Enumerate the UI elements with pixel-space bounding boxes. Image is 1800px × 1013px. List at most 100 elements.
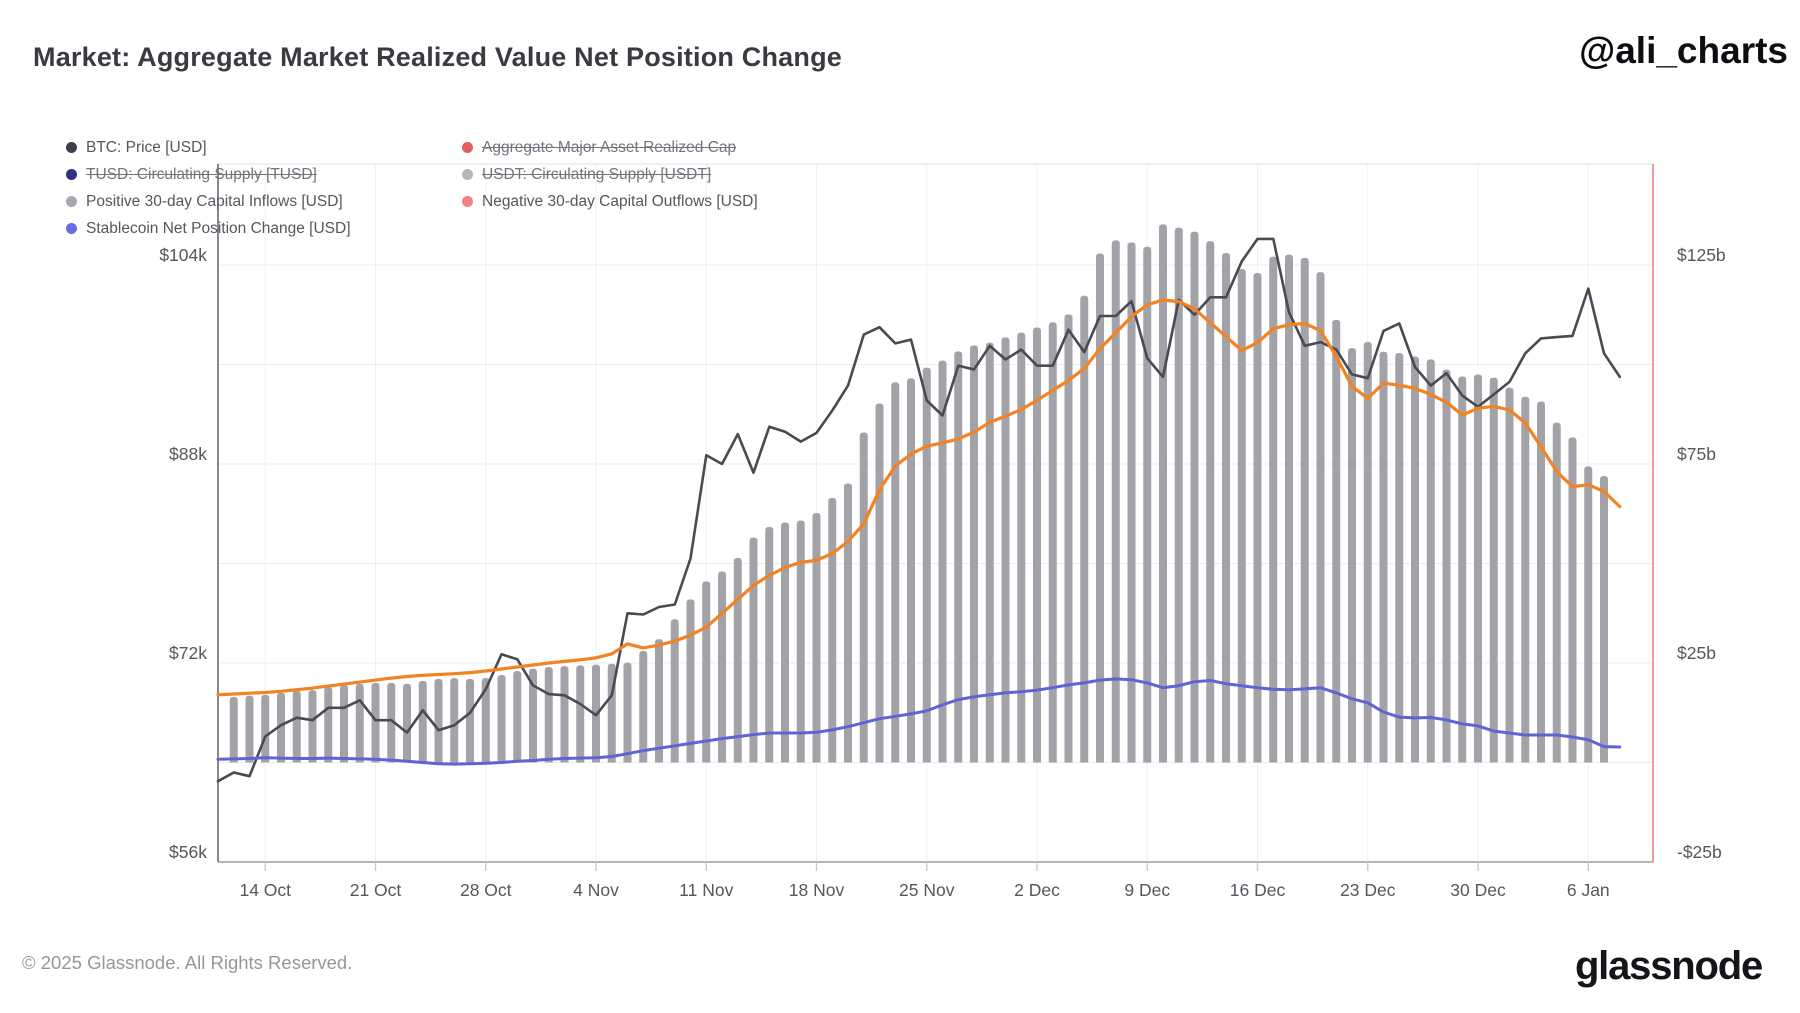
bar-positive_30d_capital_inflows xyxy=(765,526,774,763)
bar-positive_30d_capital_inflows xyxy=(1111,240,1120,763)
bar-positive_30d_capital_inflows xyxy=(245,695,254,763)
legend-item-6[interactable]: Stablecoin Net Position Change [USD] xyxy=(66,220,462,238)
legend-item-label: TUSD: Circulating Supply [TUSD] xyxy=(86,165,317,183)
bar-positive_30d_capital_inflows xyxy=(466,678,474,763)
x-axis-label: 23 Dec xyxy=(1340,880,1396,900)
line-net_position_change_line_orange xyxy=(216,298,1622,697)
bar-positive_30d_capital_inflows xyxy=(1474,374,1482,763)
bar-positive_30d_capital_inflows xyxy=(277,692,285,763)
legend-dot-icon xyxy=(462,142,473,153)
x-axis-label: 11 Nov xyxy=(679,880,733,900)
legend-item-4[interactable]: Positive 30-day Capital Inflows [USD] xyxy=(66,193,462,211)
bar-positive_30d_capital_inflows xyxy=(355,683,364,763)
bar-positive_30d_capital_inflows xyxy=(970,345,978,763)
legend-item-label: Positive 30-day Capital Inflows [USD] xyxy=(86,192,343,210)
glassnode-logo: glassnode xyxy=(1574,944,1763,988)
bar-positive_30d_capital_inflows xyxy=(497,674,506,763)
bar-positive_30d_capital_inflows xyxy=(1048,322,1057,763)
bar-positive_30d_capital_inflows xyxy=(387,682,396,763)
bar-positive_30d_capital_inflows xyxy=(1253,272,1262,763)
attribution-area: @ali_charts xyxy=(1200,0,1800,150)
bar-positive_30d_capital_inflows xyxy=(1552,422,1561,763)
bar-positive_30d_capital_inflows xyxy=(1222,253,1230,763)
x-axis-label: 9 Dec xyxy=(1124,880,1170,900)
bar-positive_30d_capital_inflows xyxy=(1363,341,1372,763)
legend-item-label: BTC: Price [USD] xyxy=(86,138,207,156)
legend-item-label: Aggregate Major Asset Realized Cap xyxy=(482,138,737,156)
bar-positive_30d_capital_inflows xyxy=(1568,437,1577,763)
legend-dot-icon xyxy=(66,169,77,180)
bar-positive_30d_capital_inflows xyxy=(513,670,522,763)
bar-positive_30d_capital_inflows xyxy=(324,686,333,763)
legend-item-5[interactable]: Negative 30-day Capital Outflows [USD] xyxy=(462,193,758,211)
y-axis-left-label: $56k xyxy=(169,842,207,862)
bar-positive_30d_capital_inflows xyxy=(733,557,742,763)
bar-positive_30d_capital_inflows xyxy=(1505,387,1514,763)
legend-item-2[interactable]: TUSD: Circulating Supply [TUSD] xyxy=(66,166,462,184)
bar-positive_30d_capital_inflows xyxy=(1537,401,1545,763)
bar-positive_30d_capital_inflows xyxy=(686,599,695,763)
x-axis-label: 6 Jan xyxy=(1567,880,1610,900)
bar-positive_30d_capital_inflows xyxy=(1269,256,1278,763)
x-axis-label: 21 Oct xyxy=(350,880,402,900)
bar-positive_30d_capital_inflows xyxy=(1237,268,1246,763)
legend-item-label: USDT: Circulating Supply [USDT] xyxy=(482,165,712,183)
bar-positive_30d_capital_inflows xyxy=(623,662,632,763)
y-axis-right-label: $125b xyxy=(1677,245,1726,265)
line-stablecoin_net_position_change xyxy=(216,677,1622,766)
bar-positive_30d_capital_inflows xyxy=(418,680,427,763)
bar-positive_30d_capital_inflows xyxy=(749,537,758,763)
bar-positive_30d_capital_inflows xyxy=(1064,314,1073,763)
x-axis-label: 25 Nov xyxy=(899,880,955,900)
bar-positive_30d_capital_inflows xyxy=(1017,332,1026,763)
x-axis-label: 18 Nov xyxy=(789,880,845,900)
legend-item-1[interactable]: Aggregate Major Asset Realized Cap xyxy=(462,139,758,157)
bar-positive_30d_capital_inflows xyxy=(859,432,868,763)
bar-positive_30d_capital_inflows xyxy=(1159,224,1167,763)
bar-positive_30d_capital_inflows xyxy=(954,351,963,763)
bar-positive_30d_capital_inflows xyxy=(655,639,663,763)
bar-positive_30d_capital_inflows xyxy=(450,678,459,763)
x-axis-label: 2 Dec xyxy=(1014,880,1060,900)
bar-positive_30d_capital_inflows xyxy=(576,665,585,763)
bar-positive_30d_capital_inflows xyxy=(1190,231,1199,763)
y-axis-right-label: $75b xyxy=(1677,444,1716,464)
bar-positive_30d_capital_inflows xyxy=(1300,257,1309,763)
bar-positive_30d_capital_inflows xyxy=(371,682,380,763)
legend-dot-icon xyxy=(462,169,473,180)
bar-positive_30d_capital_inflows xyxy=(1080,295,1089,763)
y-axis-left-label: $104k xyxy=(159,245,207,265)
bar-positive_30d_capital_inflows xyxy=(1411,356,1419,763)
bar-positive_30d_capital_inflows xyxy=(938,360,947,763)
bar-positive_30d_capital_inflows xyxy=(796,520,805,763)
bar-positive_30d_capital_inflows xyxy=(1426,359,1435,763)
bar-positive_30d_capital_inflows xyxy=(1033,327,1041,763)
x-axis-label: 28 Oct xyxy=(460,880,512,900)
bar-positive_30d_capital_inflows xyxy=(812,512,821,763)
bar-positive_30d_capital_inflows xyxy=(985,342,994,763)
bar-positive_30d_capital_inflows xyxy=(891,382,900,763)
bar-positive_30d_capital_inflows xyxy=(875,403,884,763)
legend-item-3[interactable]: USDT: Circulating Supply [USDT] xyxy=(462,166,758,184)
bar-positive_30d_capital_inflows xyxy=(1143,246,1152,763)
bar-positive_30d_capital_inflows xyxy=(544,666,553,763)
x-axis-label: 30 Dec xyxy=(1450,880,1506,900)
line-btc_price xyxy=(216,237,1622,783)
bar-positive_30d_capital_inflows xyxy=(434,678,443,763)
y-axis-right-label: $25b xyxy=(1677,643,1716,663)
legend-item-0[interactable]: BTC: Price [USD] xyxy=(66,139,462,157)
page-title: Market: Aggregate Market Realized Value … xyxy=(33,42,842,72)
bar-positive_30d_capital_inflows xyxy=(1174,227,1183,763)
bar-positive_30d_capital_inflows xyxy=(1348,348,1356,763)
bar-positive_30d_capital_inflows xyxy=(403,683,411,763)
bar-positive_30d_capital_inflows xyxy=(1395,352,1404,763)
bar-positive_30d_capital_inflows xyxy=(1458,376,1467,763)
bar-positive_30d_capital_inflows xyxy=(308,690,317,763)
bar-positive_30d_capital_inflows xyxy=(1584,466,1593,763)
author-handle: @ali_charts xyxy=(1579,30,1788,71)
legend-dot-icon xyxy=(66,223,77,234)
y-axis-left-label: $88k xyxy=(169,444,207,464)
bar-positive_30d_capital_inflows xyxy=(560,666,569,763)
bar-positive_30d_capital_inflows xyxy=(261,694,270,763)
